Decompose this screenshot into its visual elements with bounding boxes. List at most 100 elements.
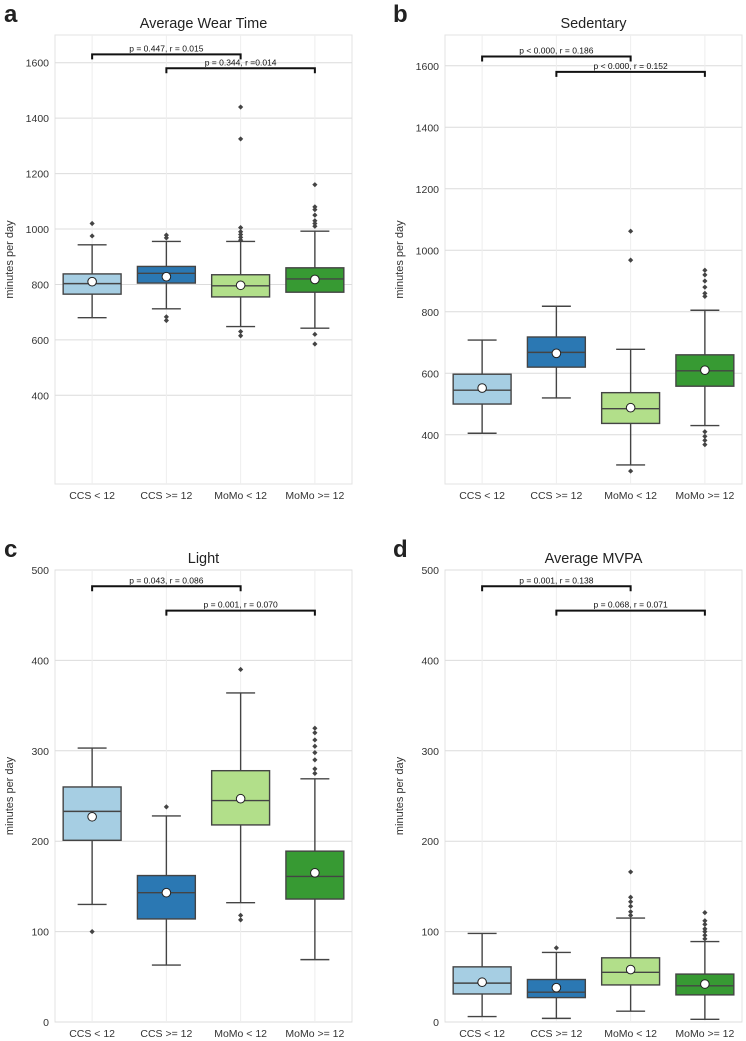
- y-tick-label: 400: [421, 655, 439, 667]
- mean-marker: [700, 365, 710, 376]
- y-tick-label: 1200: [416, 184, 440, 196]
- outlier-point: [312, 223, 318, 229]
- y-tick-label: 600: [421, 368, 439, 380]
- outlier-point: [238, 328, 244, 335]
- y-axis-label: minutes per day: [4, 756, 16, 835]
- x-tick-label: CCS < 12: [459, 490, 505, 502]
- x-tick-label: CCS < 12: [69, 1028, 115, 1040]
- chart-panel-d: 0 100 200 300 400 500 d Average MVPA minutes per…: [393, 536, 743, 1040]
- chart-panel-b: 400 600 800 1000 1200 1400 1600 b Sedentary minut…: [393, 1, 743, 502]
- outlier-point: [553, 945, 559, 951]
- significance-bracket: [165, 67, 316, 74]
- box-ccs-12: [62, 747, 122, 935]
- iqr-box: [285, 850, 345, 900]
- box-ccs-12: [62, 220, 122, 319]
- outlier-point: [238, 104, 244, 110]
- y-tick-label: 1000: [416, 245, 440, 257]
- significance-label: p < 0.000, r = 0.152: [594, 61, 668, 71]
- chart-panel-a: 400 600 800 1000 1200 1400 1600 a Average Wear T…: [4, 1, 353, 502]
- box-momo-12: [675, 910, 735, 1020]
- outlier-point: [163, 235, 169, 241]
- box-momo-12: [675, 267, 735, 448]
- mean-marker: [235, 280, 246, 291]
- outlier-point: [702, 921, 708, 927]
- outlier-point: [238, 917, 244, 923]
- mean-marker: [161, 271, 172, 282]
- outlier-point: [238, 229, 244, 235]
- y-tick-label: 300: [31, 746, 49, 758]
- outlier-point: [89, 929, 95, 935]
- y-tick-label: 100: [31, 927, 49, 939]
- outlier-point: [163, 232, 169, 238]
- y-tick-label: 200: [421, 836, 439, 848]
- outlier-point: [312, 743, 318, 749]
- mean-marker: [87, 811, 97, 822]
- outlier-point: [312, 730, 318, 736]
- outlier-point: [312, 220, 318, 227]
- x-tick-label: MoMo >= 12: [285, 1028, 344, 1040]
- outlier-point: [702, 272, 708, 278]
- mean-marker: [161, 887, 172, 898]
- mean-marker: [551, 348, 562, 359]
- box-momo-12: [285, 725, 345, 961]
- outlier-point: [89, 220, 95, 227]
- chart-panel-c: 0 100 200 300 400 500 c Light minutes per day CCS…: [4, 536, 353, 1040]
- y-tick-label: 1200: [26, 169, 50, 181]
- outlier-point: [702, 437, 708, 443]
- y-axis-label: minutes per day: [4, 220, 16, 299]
- significance-label: p = 0.344, r =0.014: [205, 57, 277, 67]
- box-momo-12: [210, 666, 271, 923]
- x-tick-label: MoMo >= 12: [675, 1028, 734, 1040]
- box-ccs-12: [452, 339, 512, 434]
- box-ccs-12: [526, 305, 587, 399]
- mean-marker: [310, 274, 320, 285]
- outlier-point: [702, 433, 708, 439]
- y-axis-label: minutes per day: [394, 756, 406, 835]
- outlier-point: [702, 918, 708, 924]
- panel-letter: b: [393, 1, 408, 28]
- box-momo-12: [210, 104, 271, 339]
- outlier-point: [628, 899, 634, 905]
- outlier-point: [628, 903, 634, 909]
- outlier-point: [238, 136, 244, 142]
- x-tick-label: CCS < 12: [459, 1028, 505, 1040]
- outlier-point: [702, 293, 708, 300]
- outlier-point: [312, 737, 318, 743]
- y-tick-label: 0: [433, 1017, 439, 1029]
- outlier-point: [163, 314, 169, 320]
- y-tick-label: 800: [31, 279, 49, 291]
- outlier-point: [702, 926, 708, 932]
- outlier-point: [702, 290, 708, 296]
- y-tick-label: 1400: [26, 113, 50, 125]
- x-tick-label: MoMo >= 12: [285, 490, 344, 502]
- outlier-point: [312, 341, 318, 347]
- outlier-point: [312, 207, 318, 213]
- outlier-point: [312, 725, 318, 731]
- y-axis-label: minutes per day: [394, 220, 406, 299]
- significance-label: p = 0.001, r = 0.070: [204, 600, 278, 610]
- panel-letter: c: [4, 536, 17, 563]
- significance-label: p = 0.001, r = 0.138: [519, 575, 593, 585]
- outlier-point: [312, 182, 318, 188]
- x-tick-label: CCS >= 12: [530, 490, 582, 502]
- significance-bracket: [91, 53, 242, 60]
- box-momo-12: [600, 228, 661, 474]
- mean-marker: [87, 276, 97, 287]
- outlier-point: [702, 442, 708, 448]
- outlier-point: [238, 333, 244, 339]
- outlier-point: [628, 257, 634, 263]
- mean-marker: [477, 977, 487, 988]
- y-tick-label: 300: [421, 746, 439, 758]
- significance-bracket: [555, 609, 706, 616]
- outlier-point: [628, 894, 634, 900]
- box-momo-12: [600, 869, 661, 1012]
- x-tick-label: MoMo < 12: [214, 1028, 267, 1040]
- outlier-point: [702, 429, 708, 435]
- significance-bracket: [555, 70, 706, 77]
- panel-letter: a: [4, 1, 18, 28]
- y-tick-label: 1000: [26, 224, 50, 236]
- significance-label: p = 0.043, r = 0.086: [129, 575, 203, 585]
- outlier-point: [238, 231, 244, 238]
- outlier-point: [702, 936, 708, 942]
